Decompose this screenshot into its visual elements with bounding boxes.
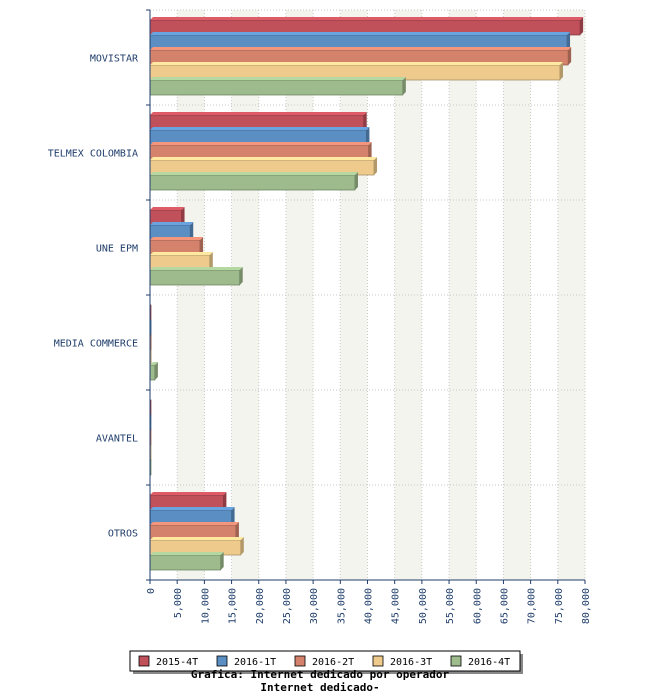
bar-side (200, 237, 204, 255)
x-tick-label: 75,000 (554, 588, 565, 624)
bar-side (402, 77, 406, 95)
bar-top (150, 32, 571, 35)
grid-band (177, 10, 205, 580)
chart-title: Grafica: Internet dedicado por operador (191, 668, 450, 681)
x-tick-label: 10,000 (200, 588, 211, 624)
bar-side (567, 32, 571, 50)
legend-label: 2016-2T (312, 657, 354, 668)
bar-top (150, 537, 244, 540)
x-tick-label: 60,000 (472, 588, 483, 624)
bar-top (150, 127, 370, 130)
x-tick-label: 35,000 (336, 588, 347, 624)
x-tick-label: 5,000 (173, 588, 184, 618)
bar-side (580, 17, 584, 35)
bar-top (150, 17, 584, 20)
bar (149, 554, 222, 571)
grid-band (557, 10, 585, 580)
bar-side (354, 172, 358, 190)
x-ticks: 0 5,000 10,000 15,000 20,000 25,000 30,000 35,0… (146, 580, 592, 624)
x-tick-label: 55,000 (445, 588, 456, 624)
bar-side (235, 522, 239, 540)
bar-side (223, 492, 227, 510)
category-label: MOVISTAR (90, 54, 139, 65)
bar (149, 174, 356, 191)
x-tick-label: 30,000 (309, 588, 320, 624)
legend-label: 2016-3T (390, 657, 432, 668)
x-tick-label: 45,000 (391, 588, 402, 624)
bar-top (150, 237, 204, 240)
x-tick-label: 0 (146, 588, 157, 594)
bar-side (559, 62, 563, 80)
legend-swatch (138, 655, 150, 667)
bar-top (150, 207, 185, 210)
bar (149, 79, 404, 96)
chart-subtitle: Internet dedicado- (260, 681, 379, 694)
x-tick-label: 65,000 (499, 588, 510, 624)
category-label: AVANTEL (96, 434, 138, 445)
category-label: TELMEX COLOMBIA (48, 149, 138, 160)
bar-top (150, 142, 372, 145)
bar (149, 269, 241, 286)
legend-label: 2016-1T (234, 657, 276, 668)
bar-top (150, 362, 158, 365)
bar-top (150, 62, 563, 65)
legend-label: 2016-4T (468, 657, 510, 668)
bars (149, 17, 584, 571)
category-label: OTROS (108, 529, 138, 540)
bar-top (150, 77, 406, 80)
x-tick-label: 20,000 (255, 588, 266, 624)
x-tick-label: 25,000 (282, 588, 293, 624)
bar-top (150, 252, 213, 255)
bar-top (150, 47, 572, 50)
x-tick-label: 70,000 (527, 588, 538, 624)
grid-band (231, 10, 259, 580)
bar-side (568, 47, 572, 65)
category-label: MEDIA COMMERCE (54, 339, 138, 350)
x-tick-label: 15,000 (228, 588, 239, 624)
bar (149, 364, 156, 381)
bar-side (154, 362, 158, 380)
legend-label: 2015-4T (156, 657, 198, 668)
bar-top (150, 267, 243, 270)
bar-top (150, 157, 378, 160)
legend-swatch (450, 655, 462, 667)
bar-side (181, 207, 185, 225)
legend-swatch (294, 655, 306, 667)
bar-side (220, 552, 224, 570)
legend-swatch (372, 655, 384, 667)
bar-side (239, 267, 243, 285)
x-tick-label: 80,000 (581, 588, 592, 624)
x-tick-label: 40,000 (364, 588, 375, 624)
bar-side (231, 507, 235, 525)
category-labels: MOVISTAR TELMEX COLOMBIA UNE EPM MEDIA COMM… (48, 54, 139, 540)
grid-lines (150, 9, 586, 581)
grid-band (285, 10, 314, 580)
category-label: UNE EPM (96, 244, 138, 255)
bar-side (190, 222, 194, 240)
bar-top (150, 552, 224, 555)
bar-side (363, 112, 367, 130)
legend-box (129, 650, 521, 672)
legend-swatch (216, 655, 228, 667)
bar-top (150, 522, 239, 525)
grid-band (340, 10, 368, 580)
bar-top (150, 222, 194, 225)
legend: 2015-4T 2016-1T 2016-2T 2016-3T 2016-4T (129, 650, 523, 674)
bar-side (240, 537, 244, 555)
x-tick-label: 50,000 (418, 588, 429, 624)
bar-side (368, 142, 372, 160)
bar-side (374, 157, 378, 175)
bar-top (150, 172, 358, 175)
bar-top (150, 507, 235, 510)
bar-top (150, 112, 367, 115)
bar-side (209, 252, 213, 270)
bar-side (366, 127, 370, 145)
bar-top (150, 492, 227, 495)
